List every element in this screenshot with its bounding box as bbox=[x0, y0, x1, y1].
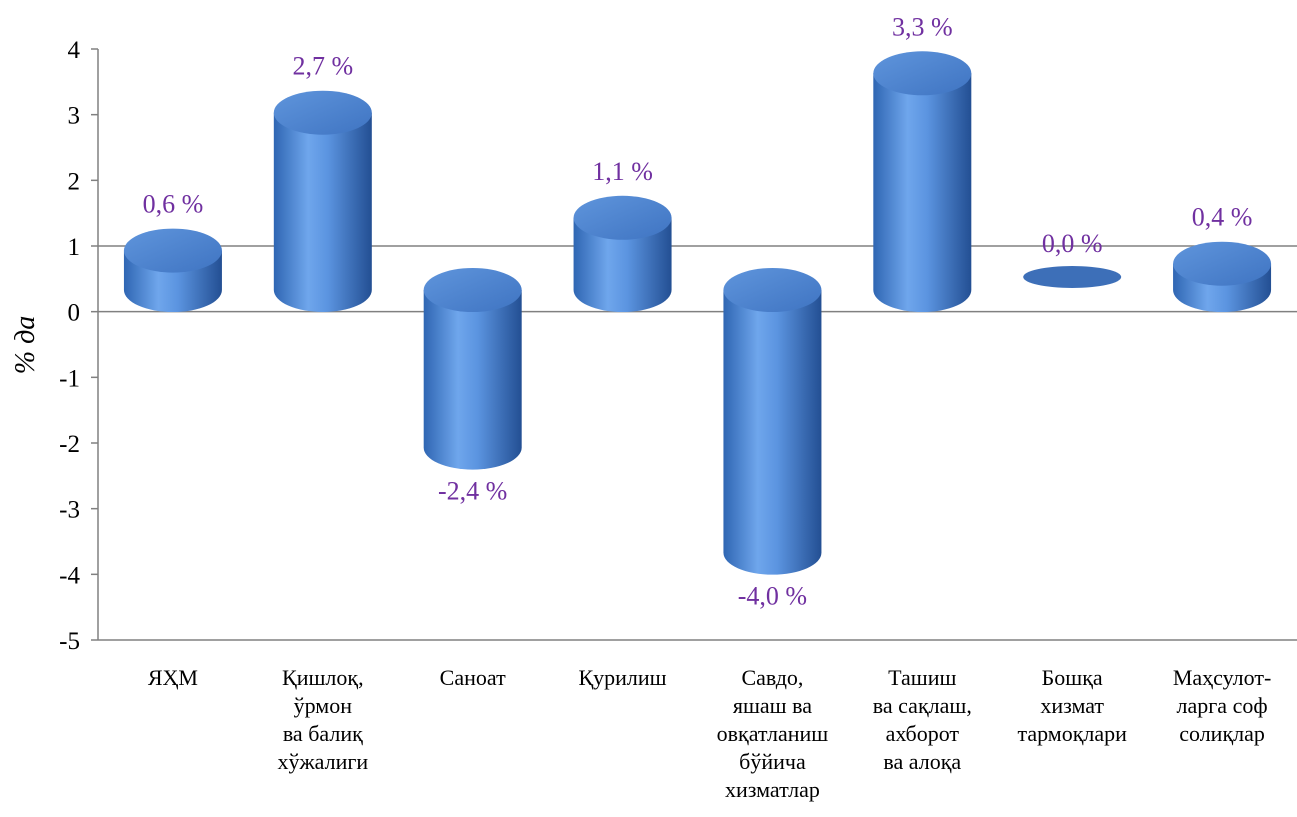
data-label: 2,7 % bbox=[292, 52, 353, 81]
x-tick-label-line: бўйича bbox=[739, 749, 806, 774]
bar-cap bbox=[273, 90, 372, 135]
x-tick-label-line: солиқлар bbox=[1179, 721, 1265, 746]
x-tick-label: ЯҲМ bbox=[148, 665, 198, 690]
bar-cap bbox=[873, 51, 972, 96]
x-tick-label-line: ЯҲМ bbox=[148, 665, 198, 690]
data-label: 0,6 % bbox=[143, 190, 204, 219]
x-tick-label-line: хўжалиги bbox=[277, 749, 368, 774]
data-label: 0,0 % bbox=[1042, 229, 1103, 258]
bar-body bbox=[723, 290, 822, 575]
x-tick-label-line: Саноат bbox=[440, 665, 506, 690]
x-tick-label-line: ва сақлаш, bbox=[873, 693, 972, 718]
y-tick-label: -1 bbox=[59, 365, 80, 392]
x-tick-label-line: Қишлоқ, bbox=[282, 665, 364, 690]
bar bbox=[123, 228, 222, 312]
x-tick-label-line: ларга соф bbox=[1177, 693, 1268, 718]
data-label: -4,0 % bbox=[738, 582, 807, 611]
bar-cap bbox=[1023, 266, 1122, 288]
x-tick-label-line: Маҳсулот- bbox=[1173, 665, 1271, 690]
bar-cap bbox=[423, 268, 522, 312]
bar-body bbox=[423, 290, 522, 470]
x-tick-label: Савдо, яшаш ва овқатланиш бўйича хизматлар bbox=[717, 665, 829, 802]
x-tick-label-line: хизматлар bbox=[725, 777, 820, 802]
y-tick-label: 4 bbox=[68, 37, 81, 64]
data-label: 0,4 % bbox=[1192, 203, 1253, 232]
x-tick-label-line: ва балиқ bbox=[283, 721, 363, 746]
y-tick-label: 0 bbox=[68, 300, 81, 327]
x-tick-label: Саноат bbox=[440, 665, 506, 690]
y-tick-label: 2 bbox=[68, 168, 81, 195]
x-tick-label-line: овқатланиш bbox=[717, 721, 829, 746]
bar bbox=[423, 268, 522, 470]
x-tick-label-line: Ташиш bbox=[888, 665, 956, 690]
y-tick-label: -5 bbox=[59, 628, 80, 655]
x-tick-label-line: Қурилиш bbox=[578, 665, 666, 690]
data-label: 3,3 % bbox=[892, 12, 953, 41]
bar-cap bbox=[573, 195, 672, 240]
bar-cap bbox=[123, 228, 222, 273]
bar-body bbox=[873, 73, 972, 313]
bar bbox=[1023, 266, 1122, 288]
y-axis-label: % да bbox=[10, 316, 41, 375]
x-tick-label-line: ва алоқа bbox=[883, 749, 961, 774]
x-tick-label-line: ахборот bbox=[886, 721, 960, 746]
bar bbox=[573, 195, 672, 313]
x-tick-label-line: хизмат bbox=[1040, 693, 1104, 718]
bar-cap bbox=[1173, 241, 1272, 286]
data-label: 1,1 % bbox=[592, 157, 653, 186]
y-tick-label: -4 bbox=[59, 562, 80, 589]
bar bbox=[873, 51, 972, 313]
x-tick-label-line: Бошқа bbox=[1042, 665, 1103, 690]
bar bbox=[723, 268, 822, 575]
y-tick-label: -2 bbox=[59, 431, 80, 458]
x-tick-label: Ташиш ва сақлаш, ахборот ва алоқа bbox=[873, 665, 972, 774]
y-tick-label: -3 bbox=[59, 497, 80, 524]
y-tick-label: 3 bbox=[68, 103, 81, 130]
x-tick-label: Бошқа хизмат тармоқлари bbox=[1017, 665, 1127, 746]
bar-cap bbox=[723, 268, 822, 312]
x-tick-label: Қурилиш bbox=[578, 665, 666, 690]
x-tick-label-line: Савдо, bbox=[741, 665, 803, 690]
bar bbox=[273, 90, 372, 312]
x-tick-label-line: ўрмон bbox=[294, 693, 353, 718]
x-tick-label: Қишлоқ, ўрмон ва балиқ хўжалиги bbox=[277, 665, 368, 774]
x-tick-label-line: яшаш ва bbox=[733, 693, 812, 718]
y-tick-label: 1 bbox=[68, 234, 81, 261]
bar bbox=[1173, 241, 1272, 313]
bar-body bbox=[573, 217, 672, 313]
x-tick-label: Маҳсулот-ларга соф солиқлар bbox=[1173, 665, 1271, 746]
bar-body bbox=[273, 112, 372, 312]
data-label: -2,4 % bbox=[438, 477, 507, 506]
x-tick-label-line: тармоқлари bbox=[1017, 721, 1127, 746]
